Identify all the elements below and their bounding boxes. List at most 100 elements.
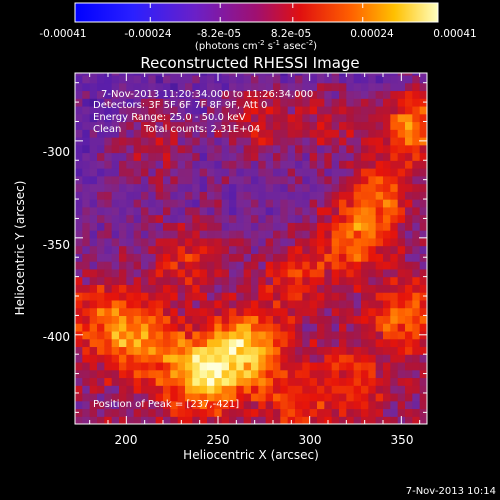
heatmap-cell (243, 73, 252, 76)
heatmap-cell (97, 354, 105, 363)
heatmap-cell (265, 74, 274, 84)
heatmap-cell (419, 191, 427, 200)
heatmap-cell (339, 400, 347, 410)
heatmap-cell (221, 237, 230, 247)
heatmap-cell (221, 361, 230, 371)
heatmap-cell (287, 292, 296, 301)
heatmap-cell (192, 315, 201, 324)
heatmap-cell (192, 416, 201, 424)
heatmap-cell (192, 323, 201, 332)
heatmap-cell (192, 74, 201, 84)
heatmap-cell (346, 416, 355, 424)
heatmap-cell (75, 377, 83, 386)
heatmap-cell (273, 82, 281, 92)
heatmap-cell (214, 237, 223, 247)
heatmap-cell (317, 82, 325, 92)
heatmap-cell (375, 292, 384, 301)
heatmap-cell (119, 183, 127, 192)
heatmap-cell (119, 199, 127, 208)
heatmap-cell (133, 113, 142, 123)
heatmap-cell (302, 338, 311, 348)
heatmap-cell (412, 292, 421, 301)
heatmap-cell (339, 113, 347, 123)
heatmap-cell (251, 377, 259, 386)
heatmap-cell (339, 268, 347, 278)
heatmap-cell (251, 144, 259, 154)
heatmap-cell (258, 276, 267, 285)
heatmap-cell (280, 268, 289, 278)
heatmap-cell (331, 292, 340, 301)
y-axis-label: Heliocentric Y (arcsec) (13, 181, 27, 316)
heatmap-cell (302, 392, 311, 402)
heatmap-cell (221, 191, 230, 200)
heatmap-cell (148, 90, 157, 99)
heatmap-cell (141, 82, 149, 92)
heatmap-cell (155, 183, 164, 192)
heatmap-cell (104, 338, 113, 348)
heatmap-cell (82, 206, 91, 216)
heatmap-cell (199, 113, 208, 123)
heatmap-cell (368, 400, 377, 410)
heatmap-cell (390, 214, 399, 223)
heatmap-cell (243, 206, 252, 216)
heatmap-cell (317, 152, 325, 161)
heatmap-cell (163, 129, 171, 138)
heatmap-cell (405, 385, 413, 394)
heatmap-cell (133, 369, 142, 379)
heatmap-cell (243, 175, 252, 185)
heatmap-cell (339, 361, 347, 371)
heatmap-cell (163, 346, 171, 355)
heatmap-cell (331, 237, 340, 247)
heatmap-cell (207, 392, 215, 402)
heatmap-cell (368, 245, 377, 254)
heatmap-cell (419, 152, 427, 161)
heatmap-cell (412, 307, 421, 317)
heatmap-cell (287, 121, 296, 130)
heatmap-cell (155, 222, 164, 231)
heatmap-cell (273, 408, 281, 417)
heatmap-cell (419, 307, 427, 317)
heatmap-cell (331, 307, 340, 317)
heatmap-cell (361, 346, 369, 355)
heatmap-cell (207, 160, 215, 169)
heatmap-cell (214, 323, 223, 332)
heatmap-cell (119, 268, 127, 278)
heatmap-cell (170, 268, 179, 278)
heatmap-cell (258, 408, 267, 417)
heatmap-cell (119, 98, 127, 107)
heatmap-cell (331, 261, 340, 270)
heatmap-cell (324, 168, 333, 177)
heatmap-cell (89, 400, 98, 410)
heatmap-cell (368, 98, 377, 107)
heatmap-cell (397, 369, 406, 379)
heatmap-cell (229, 346, 237, 355)
heatmap-cell (192, 168, 201, 177)
heatmap-cell (273, 385, 281, 394)
heatmap-cell (185, 284, 193, 293)
heatmap-cell (361, 206, 369, 216)
heatmap-cell (317, 369, 325, 379)
heatmap-cell (221, 323, 230, 332)
heatmap-cell (339, 261, 347, 270)
heatmap-cell (419, 230, 427, 239)
heatmap-cell (331, 408, 340, 417)
heatmap-cell (141, 183, 149, 192)
heatmap-cell (207, 377, 215, 386)
heatmap-cell (251, 284, 259, 293)
heatmap-cell (317, 74, 325, 84)
heatmap-cell (324, 315, 333, 324)
heatmap-cell (346, 129, 355, 138)
heatmap-cell (302, 152, 311, 161)
heatmap-cell (405, 144, 413, 154)
heatmap-cell (295, 299, 303, 309)
heatmap-cell (324, 98, 333, 107)
heatmap-cell (251, 307, 259, 317)
heatmap-cell (258, 369, 267, 379)
heatmap-cell (141, 121, 149, 130)
heatmap-cell (317, 377, 325, 386)
heatmap-cell (126, 253, 135, 262)
heatmap-cell (287, 307, 296, 317)
heatmap-cell (192, 98, 201, 107)
heatmap-cell (280, 237, 289, 247)
heatmap-cell (243, 315, 252, 324)
